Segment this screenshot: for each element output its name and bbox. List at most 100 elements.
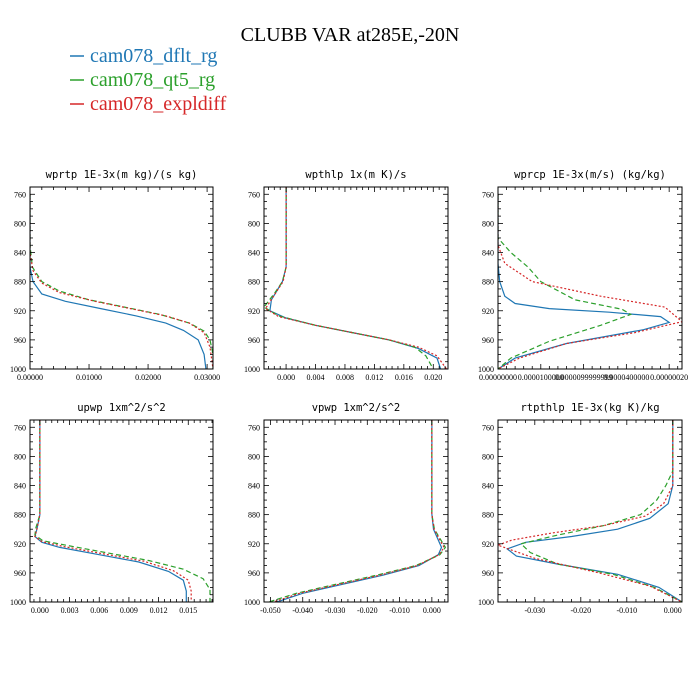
panel-title: vpwp 1xm^2/s^2 xyxy=(312,402,401,414)
panel-title: wprcp 1E-3x(m/s) (kg/kg) xyxy=(514,169,666,181)
x-tick-label: 0.01000 xyxy=(76,373,102,382)
series-line-cam078_qt5_rg xyxy=(519,420,682,602)
y-tick-label: 880 xyxy=(248,278,260,287)
y-tick-label: 880 xyxy=(14,511,26,520)
y-tick-label: 960 xyxy=(248,336,260,345)
y-tick-label: 760 xyxy=(248,423,260,432)
chart-panel-5: vpwp 1xm^2/s^27608008408809209601000-0.0… xyxy=(244,402,449,615)
x-tick-label: 0.015 xyxy=(179,606,197,615)
y-tick-label: 800 xyxy=(482,452,494,461)
y-tick-label: 920 xyxy=(482,307,494,316)
x-tick-label: -0.040 xyxy=(292,606,313,615)
x-tick-label: -0.010 xyxy=(389,606,410,615)
y-tick-label: 920 xyxy=(248,307,260,316)
plot-frame xyxy=(29,419,214,603)
x-tick-label: -0.030 xyxy=(524,606,545,615)
panels: wprtp 1E-3x(m kg)/(s kg) 760 800 840 880 920 9… xyxy=(10,169,688,615)
chart-panel-4: upwp 1xm^2/s^2 760 800 840 880 920 960 1000 0.00… xyxy=(10,402,214,615)
y-tick-label: 800 xyxy=(14,219,26,228)
x-tick-label: 0.009 xyxy=(120,606,138,615)
panel-title: wprtp 1E-3x(m kg)/(s kg) xyxy=(46,169,198,181)
legend-label: cam078_dflt_rg xyxy=(90,45,217,67)
chart-panel-2: wpthlp 1x(m K)/s 760 800 840 880 920 960 1000 0.… xyxy=(244,169,449,382)
plot-frame xyxy=(263,419,449,603)
y-tick-label: 920 xyxy=(482,540,494,549)
y-tick-label: 920 xyxy=(14,307,26,316)
y-tick-label: 920 xyxy=(248,540,260,549)
y-tick-label: 960 xyxy=(248,569,260,578)
legend-item-3: cam078_expldiff xyxy=(70,93,227,115)
y-tick-label: 1000 xyxy=(478,365,494,374)
series-line-cam078_expldiff xyxy=(30,194,213,369)
x-tick-label: 0.00000020 xyxy=(650,373,688,382)
x-tick-label: -0.030 xyxy=(325,606,346,615)
x-tick-label: 0.012 xyxy=(365,373,383,382)
series-line-cam078_expldiff xyxy=(264,187,447,369)
panel-title: upwp 1xm^2/s^2 xyxy=(77,402,166,414)
panel-title: wpthlp 1x(m K)/s xyxy=(305,169,406,181)
plot-frame xyxy=(497,186,683,370)
legend: cam078_dflt_rgcam078_qt5_rgcam078_expldi… xyxy=(70,45,227,115)
x-tick-label: 0.00000000 xyxy=(479,373,517,382)
figure-title: CLUBB VAR at285E,-20N xyxy=(241,24,460,46)
x-tick-label: 0.03000 xyxy=(194,373,220,382)
x-tick-label: 0.016 xyxy=(395,373,413,382)
y-tick-label: 880 xyxy=(14,278,26,287)
series-line-cam078_expldiff xyxy=(273,420,445,602)
y-tick-label: 800 xyxy=(248,219,260,228)
x-tick-label: -0.050 xyxy=(260,606,281,615)
y-tick-label: 880 xyxy=(248,511,260,520)
chart-panel-3: wprcp 1E-3x(m/s) (kg/kg) 760 800 840 880 920 9… xyxy=(478,169,688,382)
y-tick-label: 840 xyxy=(248,249,260,258)
chart-panel-1: wprtp 1E-3x(m kg)/(s kg) 760 800 840 880 920 9… xyxy=(10,169,220,382)
x-tick-label: 0.004 xyxy=(307,373,325,382)
y-tick-label: 1000 xyxy=(478,598,494,607)
y-tick-label: 880 xyxy=(482,278,494,287)
series-line-cam078_expldiff xyxy=(34,420,192,602)
chart-panel-6: rtpthlp 1E-3x(kg K)/kg 760 800 840 880 920 960… xyxy=(478,402,683,615)
y-tick-label: 760 xyxy=(14,423,26,432)
plot-frame xyxy=(29,186,214,370)
x-tick-label: 0.0000400000 xyxy=(603,373,649,382)
x-tick-label: -0.010 xyxy=(616,606,637,615)
x-tick-label: 0.000 xyxy=(664,606,682,615)
series-line-cam078_dflt_rg xyxy=(34,420,187,602)
y-tick-label: 760 xyxy=(248,190,260,199)
y-tick-label: 960 xyxy=(482,336,494,345)
y-tick-label: 880 xyxy=(482,511,494,520)
legend-item-2: cam078_qt5_rg xyxy=(70,69,215,91)
panel-title: rtpthlp 1E-3x(kg K)/kg xyxy=(520,402,659,414)
y-tick-label: 760 xyxy=(482,190,494,199)
x-tick-label: 0.000 xyxy=(277,373,295,382)
x-tick-label: 0.000 xyxy=(423,606,441,615)
y-tick-label: 760 xyxy=(482,423,494,432)
y-tick-label: 840 xyxy=(248,482,260,491)
y-tick-label: 840 xyxy=(14,482,26,491)
y-tick-label: 800 xyxy=(482,219,494,228)
y-tick-label: 960 xyxy=(14,336,26,345)
x-tick-label: 0.020 xyxy=(424,373,442,382)
y-tick-label: 1000 xyxy=(10,365,26,374)
y-tick-label: 920 xyxy=(14,540,26,549)
y-tick-label: 760 xyxy=(14,190,26,199)
x-tick-label: -0.020 xyxy=(570,606,591,615)
y-tick-label: 800 xyxy=(248,452,260,461)
plot-frame xyxy=(263,186,449,370)
y-tick-label: 1000 xyxy=(10,598,26,607)
x-tick-label: 0.00000 xyxy=(17,373,43,382)
series-line-cam078_expldiff xyxy=(498,420,682,602)
y-tick-label: 800 xyxy=(14,452,26,461)
series-line-cam078_dflt_rg xyxy=(30,194,207,369)
x-tick-label: 0.008 xyxy=(336,373,354,382)
x-tick-label: 0.012 xyxy=(150,606,168,615)
x-tick-label: 0.0000100000 xyxy=(518,373,564,382)
y-tick-label: 840 xyxy=(482,482,494,491)
x-tick-label: 0.006 xyxy=(90,606,108,615)
x-tick-label: 0.0000099999999 xyxy=(555,373,613,382)
x-tick-label: 0.003 xyxy=(61,606,79,615)
legend-label: cam078_expldiff xyxy=(90,93,227,115)
legend-item-1: cam078_dflt_rg xyxy=(70,45,217,67)
x-tick-label: 0.000 xyxy=(31,606,49,615)
y-tick-label: 840 xyxy=(482,249,494,258)
